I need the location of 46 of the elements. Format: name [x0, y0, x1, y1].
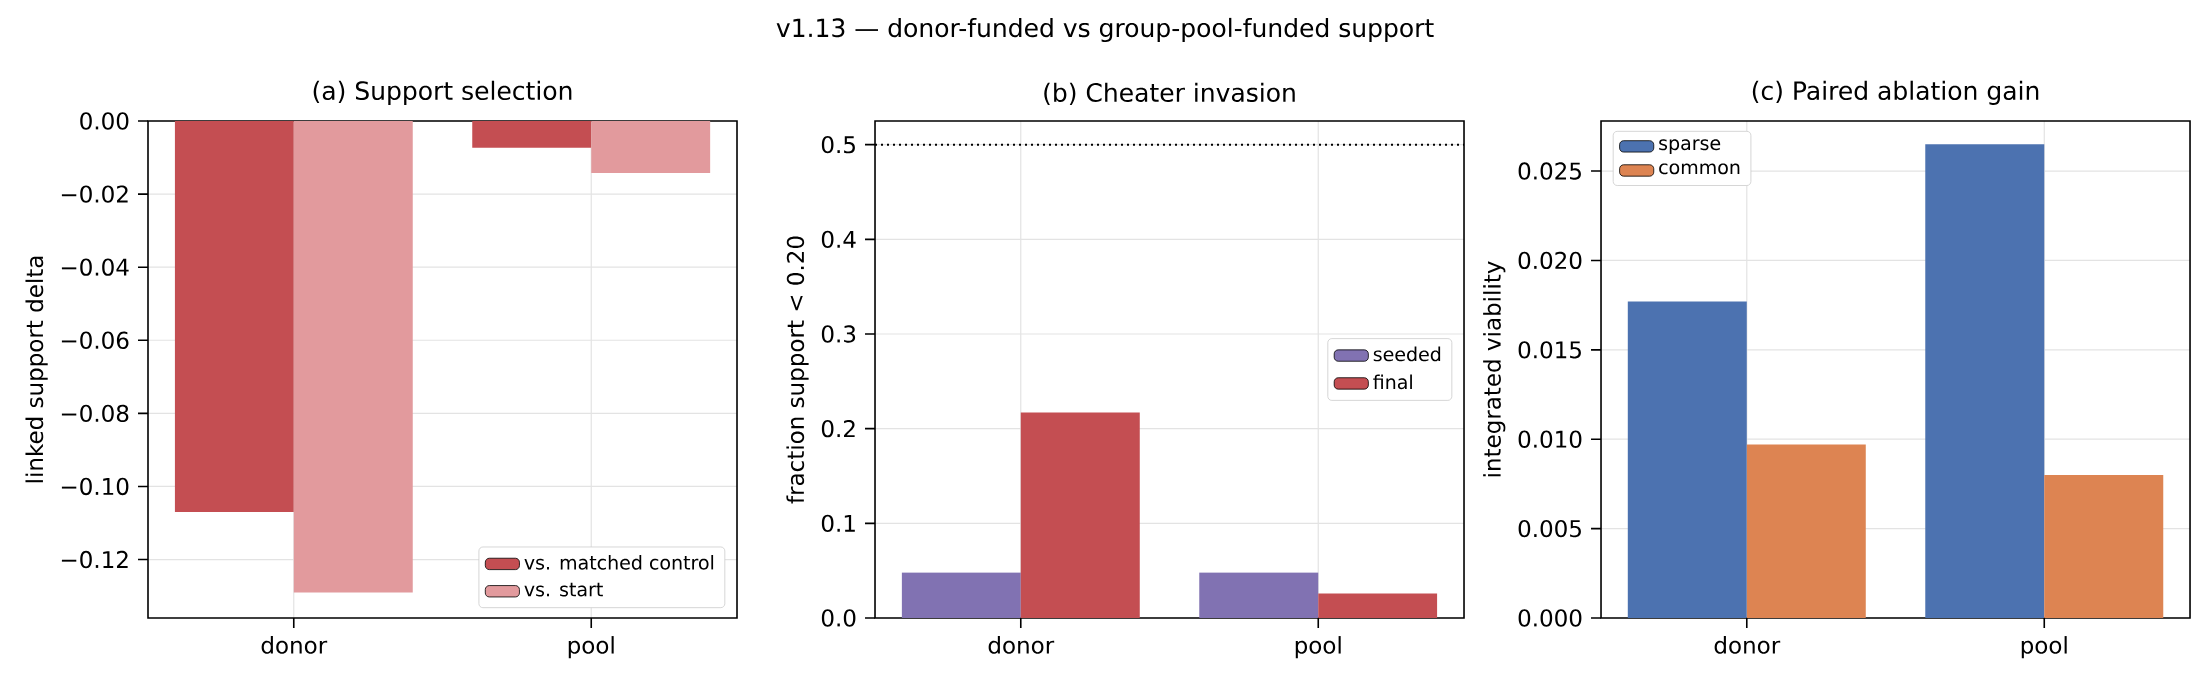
- y-tick-label: −0.12: [61, 550, 128, 569]
- y-tick-label: 0.015: [1518, 341, 1581, 359]
- y-tick-label: 0.00: [80, 112, 129, 130]
- bar: [1318, 593, 1438, 618]
- y-tick-label: 0.1: [821, 514, 855, 533]
- y-tick-label: 0.5: [821, 135, 855, 154]
- y-tick-label: 0.4: [821, 230, 856, 249]
- x-tick-label: pool: [1295, 636, 1341, 659]
- y-tick-label: −0.08: [61, 404, 129, 423]
- x-tick-label: donor: [988, 636, 1055, 654]
- chart-title: (c) Paired ablation gain: [1752, 80, 2039, 105]
- legend-label: common: [1659, 163, 1740, 175]
- bar: [1925, 144, 2045, 618]
- legend-label: final: [1373, 374, 1412, 390]
- y-tick-label: −0.04: [61, 258, 129, 276]
- y-axis-title: integrated viability: [1483, 261, 1506, 477]
- y-tick-label: 0.020: [1518, 251, 1582, 270]
- y-tick-label: −0.02: [61, 185, 128, 203]
- y-tick-label: 0.025: [1518, 162, 1581, 180]
- chart-title: (b) Cheater invasion: [1044, 82, 1295, 105]
- y-tick-label: 0.0: [821, 609, 856, 627]
- chart-title: (a) Support selection: [313, 80, 572, 105]
- x-tick-label: donor: [1714, 636, 1781, 654]
- y-tick-label: −0.10: [61, 477, 129, 496]
- bar: [901, 572, 1021, 618]
- y-axis-title: fraction support < 0.20: [786, 236, 809, 504]
- x-tick-label: donor: [261, 636, 328, 654]
- x-tick-label: pool: [568, 636, 614, 659]
- y-tick-label: 0.010: [1518, 430, 1582, 448]
- bar: [1746, 444, 1866, 618]
- bar: [1020, 412, 1140, 618]
- bar: [2044, 474, 2164, 618]
- legend-label: seeded: [1373, 346, 1441, 362]
- legend-label: sparse: [1659, 139, 1721, 154]
- y-axis-title: linked support delta: [25, 256, 48, 483]
- y-tick-label: 0.000: [1518, 609, 1582, 627]
- y-tick-label: −0.06: [61, 331, 129, 349]
- text: v1.13 — donor-funded vs group-pool-funded support: [776, 17, 1434, 43]
- bar: [1627, 301, 1747, 618]
- bar: [1199, 572, 1319, 618]
- x-tick-label: pool: [2021, 636, 2067, 659]
- legend-label: vs. start: [524, 582, 603, 597]
- y-tick-label: 0.005: [1518, 519, 1581, 538]
- y-tick-label: 0.3: [821, 325, 856, 343]
- y-tick-label: 0.2: [821, 419, 855, 438]
- legend-label: vs. matched control: [524, 554, 714, 570]
